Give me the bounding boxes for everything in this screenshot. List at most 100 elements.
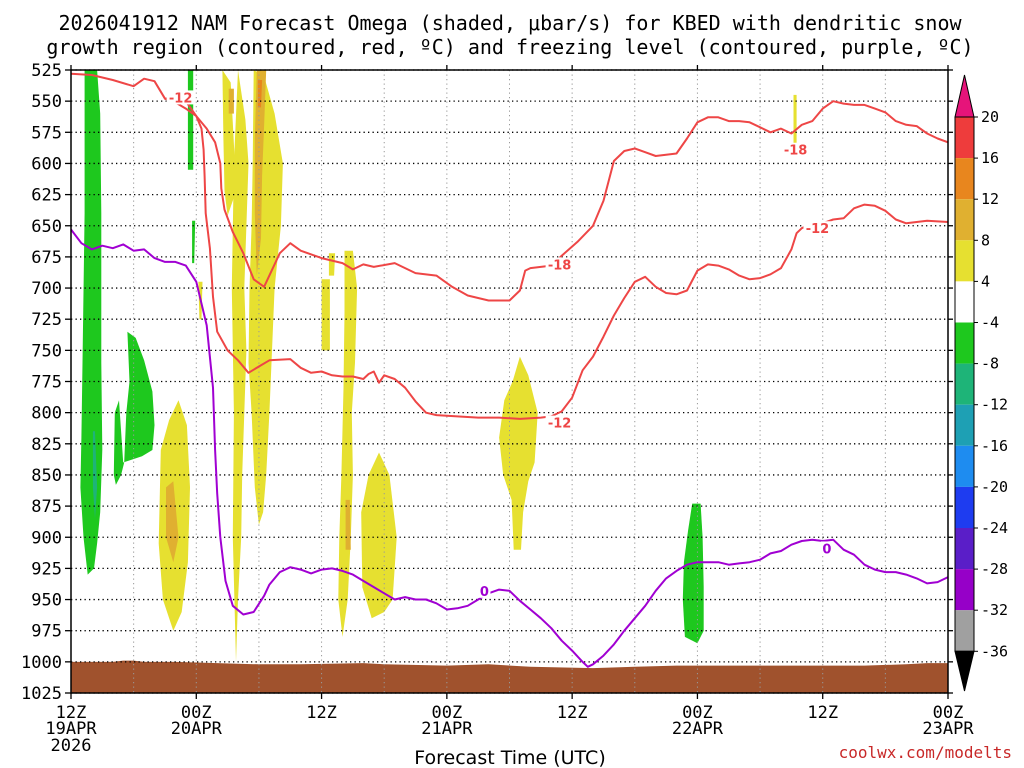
y-tick-label: 775 bbox=[31, 373, 62, 393]
y-tick-label: 575 bbox=[31, 123, 62, 143]
y-tick-label: 550 bbox=[31, 92, 62, 112]
colorbar-swatch bbox=[955, 158, 974, 200]
colorbar-swatch bbox=[955, 569, 974, 611]
colorbar-label: -24 bbox=[981, 519, 1008, 537]
x-tick-year: 2026 bbox=[51, 736, 92, 756]
y-tick-label: 850 bbox=[31, 466, 62, 486]
contour-label-bg bbox=[803, 221, 832, 236]
colorbar-label: 20 bbox=[981, 108, 999, 126]
y-tick-label: 1000 bbox=[21, 653, 62, 673]
y-tick-label: 1025 bbox=[21, 684, 62, 704]
y-tick-label: 750 bbox=[31, 341, 62, 361]
x-tick-label: 12Z bbox=[306, 703, 337, 723]
colorbar-label: -36 bbox=[981, 642, 1008, 660]
x-tick-label: 00Z bbox=[181, 703, 212, 723]
contour-label-bg bbox=[820, 541, 833, 556]
contour-label-bg bbox=[478, 583, 491, 598]
colorbar-label: 16 bbox=[981, 149, 999, 167]
omega-shading-region bbox=[338, 250, 358, 637]
omega-shading-region bbox=[328, 253, 336, 276]
colorbar-swatch bbox=[955, 240, 974, 282]
colorbar-label: 8 bbox=[981, 231, 990, 249]
y-tick-label: 675 bbox=[31, 248, 62, 268]
contour-label: -18 bbox=[548, 258, 572, 273]
omega-shading-region bbox=[80, 70, 103, 575]
y-tick-label: 725 bbox=[31, 310, 62, 330]
y-tick-label: 525 bbox=[31, 61, 62, 81]
omega-shading-region bbox=[166, 481, 179, 563]
y-tick-label: 800 bbox=[31, 404, 62, 424]
x-tick-date: 19APR bbox=[45, 719, 97, 739]
contour-label-bg bbox=[166, 90, 195, 105]
colorbar-label: -32 bbox=[981, 601, 1008, 619]
x-tick-date: 20APR bbox=[171, 719, 223, 739]
colorbar-label: 4 bbox=[981, 272, 990, 290]
colorbar-swatch bbox=[955, 445, 974, 487]
colorbar-label: -4 bbox=[981, 314, 999, 332]
contour-label-bg bbox=[545, 257, 574, 272]
axes: 525 550 575 600 625 650 675 700 725 750 775 800 825 8… bbox=[21, 61, 974, 756]
y-tick-label: 900 bbox=[31, 528, 62, 548]
x-tick-label: 00Z bbox=[682, 703, 713, 723]
colorbar-swatch bbox=[955, 610, 974, 652]
contour-label-bg bbox=[545, 415, 574, 430]
y-tick-label: 950 bbox=[31, 591, 62, 611]
colorbar-swatch bbox=[955, 281, 974, 323]
y-tick-label: 650 bbox=[31, 217, 62, 237]
x-axis-title: Forecast Time (UTC) bbox=[414, 747, 605, 768]
omega-shading-region bbox=[231, 70, 249, 662]
colorbar-swatch bbox=[955, 404, 974, 446]
colorbar-swatch bbox=[955, 117, 974, 159]
omega-shading-region bbox=[248, 70, 283, 525]
y-tick-label: 825 bbox=[31, 435, 62, 455]
omega-shading-region bbox=[147, 435, 152, 450]
x-tick-date: 23APR bbox=[922, 719, 974, 739]
omega-shading-region bbox=[361, 452, 397, 619]
omega-shading-region bbox=[192, 220, 196, 264]
colorbar-label: -8 bbox=[981, 355, 999, 373]
x-tick-label: 12Z bbox=[56, 703, 87, 723]
omega-shading-region bbox=[187, 70, 194, 170]
colorbar-frame bbox=[954, 116, 975, 652]
y-tick-label: 600 bbox=[31, 154, 62, 174]
x-tick-date: 21APR bbox=[421, 719, 473, 739]
omega-shading-region bbox=[254, 70, 267, 276]
omega-shading-region bbox=[92, 431, 98, 519]
omega-shading-region bbox=[228, 88, 234, 114]
colorbar-swatch bbox=[955, 486, 974, 528]
chart-title-line-2: growth region (contoured, red, ºC) and f… bbox=[46, 35, 973, 59]
chart-title-line-1: 2026041912 NAM Forecast Omega (shaded, μ… bbox=[58, 11, 962, 35]
freezing-level-contour bbox=[70, 228, 949, 668]
y-tick-label: 925 bbox=[31, 559, 62, 579]
contour-label: -12 bbox=[169, 91, 193, 106]
colorbar-top-arrow bbox=[954, 74, 975, 118]
contour-label: 0 bbox=[822, 542, 831, 557]
colorbar-swatch bbox=[955, 322, 974, 364]
x-tick-date: 22APR bbox=[672, 719, 724, 739]
x-tick-label: 00Z bbox=[933, 703, 964, 723]
colorbar: 20 16 12 8 4 -4 -8 -12 -16 -20 -24 -28 -32 -36 bbox=[954, 74, 1008, 692]
contour-label: -18 bbox=[784, 144, 808, 159]
colorbar-swatch bbox=[955, 199, 974, 241]
plot-area: -12 -18 -12 -18 -12 0 0 bbox=[70, 69, 949, 694]
colorbar-label: -12 bbox=[981, 396, 1008, 414]
y-tick-label: 625 bbox=[31, 186, 62, 206]
y-tick-label: 700 bbox=[31, 279, 62, 299]
colorbar-label: -20 bbox=[981, 478, 1008, 496]
contour-label: -12 bbox=[806, 222, 830, 237]
contour-label: -12 bbox=[548, 417, 572, 432]
colorbar-swatch bbox=[955, 528, 974, 570]
omega-shading-region bbox=[793, 94, 797, 151]
omega-shading-region bbox=[113, 331, 155, 485]
y-tick-label: 975 bbox=[31, 622, 62, 642]
colorbar-bottom-arrow bbox=[954, 650, 975, 692]
y-tick-label: 875 bbox=[31, 497, 62, 517]
contour-label-bg bbox=[781, 142, 810, 157]
x-tick-label: 12Z bbox=[557, 703, 588, 723]
x-tick-label: 00Z bbox=[431, 703, 462, 723]
source-credit[interactable]: coolwx.com/modelts bbox=[839, 743, 1012, 762]
contour-label: 0 bbox=[480, 585, 489, 600]
colorbar-label: -28 bbox=[981, 560, 1008, 578]
omega-shading-region bbox=[499, 356, 538, 550]
